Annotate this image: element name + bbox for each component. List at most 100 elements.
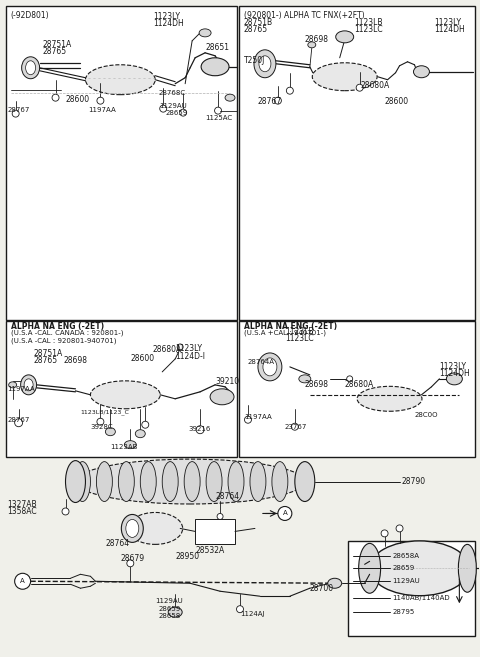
Ellipse shape — [201, 58, 229, 76]
Bar — [6, 6, 237, 320]
Circle shape — [177, 344, 183, 350]
Ellipse shape — [90, 381, 160, 409]
Text: 1129AU: 1129AU — [159, 102, 187, 108]
Ellipse shape — [328, 578, 342, 588]
Text: 28600: 28600 — [384, 97, 408, 106]
Text: 28764A: 28764A — [248, 359, 275, 365]
Circle shape — [287, 87, 293, 94]
Ellipse shape — [74, 462, 90, 501]
Ellipse shape — [357, 386, 422, 411]
Text: 1129AU: 1129AU — [393, 578, 420, 584]
Ellipse shape — [225, 94, 235, 101]
Ellipse shape — [106, 428, 115, 436]
Text: 1327AB: 1327AB — [8, 500, 37, 509]
Text: 1197AA: 1197AA — [88, 106, 116, 112]
Circle shape — [347, 376, 353, 382]
Text: 39210: 39210 — [215, 377, 239, 386]
Ellipse shape — [359, 543, 381, 593]
Bar — [239, 321, 475, 457]
Text: 28698: 28698 — [63, 356, 87, 365]
Text: 1358AC: 1358AC — [8, 507, 37, 516]
Text: 28764: 28764 — [215, 492, 239, 501]
Ellipse shape — [258, 353, 282, 381]
Circle shape — [12, 110, 19, 117]
Ellipse shape — [263, 358, 277, 376]
Circle shape — [291, 423, 299, 430]
Text: (U.S.A -CAL : 920801-940701): (U.S.A -CAL : 920801-940701) — [11, 338, 116, 344]
Text: 1123LY: 1123LY — [153, 12, 180, 22]
Circle shape — [142, 421, 149, 428]
Text: 23767: 23767 — [285, 424, 307, 430]
Circle shape — [278, 507, 292, 520]
Text: 1124DH: 1124DH — [434, 26, 465, 34]
Text: 28698: 28698 — [305, 380, 329, 390]
Ellipse shape — [336, 31, 354, 43]
Circle shape — [196, 426, 204, 434]
Ellipse shape — [299, 375, 311, 383]
Ellipse shape — [312, 63, 377, 91]
Circle shape — [160, 105, 167, 112]
Circle shape — [396, 525, 403, 532]
Text: 28768C: 28768C — [158, 90, 185, 96]
Circle shape — [356, 84, 363, 91]
Circle shape — [97, 97, 104, 104]
Text: 1125AC: 1125AC — [205, 114, 232, 121]
Text: 28658: 28658 — [158, 613, 180, 619]
Ellipse shape — [272, 462, 288, 501]
Text: T250J: T250J — [244, 57, 265, 65]
Text: 28765: 28765 — [244, 26, 268, 34]
Ellipse shape — [199, 29, 211, 37]
Text: 1123LY: 1123LY — [434, 18, 461, 28]
Text: 28765: 28765 — [34, 356, 58, 365]
Ellipse shape — [228, 462, 244, 501]
Ellipse shape — [25, 61, 36, 75]
Ellipse shape — [250, 462, 266, 501]
Ellipse shape — [210, 389, 234, 405]
Bar — [239, 6, 475, 320]
Ellipse shape — [22, 57, 39, 79]
Text: 28659: 28659 — [393, 565, 415, 572]
Ellipse shape — [168, 607, 182, 617]
Text: 28698: 28698 — [305, 35, 329, 44]
Text: 28767: 28767 — [8, 417, 30, 422]
Text: 3928C: 3928C — [90, 424, 113, 430]
Circle shape — [217, 514, 223, 520]
Text: 28659: 28659 — [165, 110, 188, 116]
Text: ALPHA NA ENG (-2ET): ALPHA NA ENG (-2ET) — [244, 322, 337, 331]
Text: 28600: 28600 — [130, 354, 155, 363]
Text: 1123LY: 1123LY — [175, 344, 202, 353]
Ellipse shape — [119, 462, 134, 501]
Text: 28600: 28600 — [65, 95, 90, 104]
Ellipse shape — [24, 379, 33, 391]
Circle shape — [244, 417, 252, 423]
Ellipse shape — [295, 462, 315, 501]
Text: 28658A: 28658A — [393, 553, 420, 559]
Text: 28C0O: 28C0O — [415, 412, 438, 418]
Ellipse shape — [370, 541, 469, 596]
Bar — [6, 321, 237, 457]
Ellipse shape — [259, 56, 271, 72]
Text: A: A — [20, 578, 25, 584]
Circle shape — [275, 97, 281, 104]
Text: 1197AA: 1197AA — [244, 414, 272, 420]
Circle shape — [52, 94, 59, 101]
Text: 28659: 28659 — [158, 606, 180, 612]
Ellipse shape — [9, 382, 17, 388]
Circle shape — [215, 107, 222, 114]
Text: (-92D801): (-92D801) — [11, 11, 49, 20]
Ellipse shape — [162, 462, 178, 501]
Text: 28795: 28795 — [393, 609, 415, 615]
Text: 28679: 28679 — [120, 554, 144, 563]
Text: (U.S.A -CAL. CANADA : 920801-): (U.S.A -CAL. CANADA : 920801-) — [11, 330, 123, 336]
Circle shape — [62, 508, 69, 515]
Text: 39216: 39216 — [188, 426, 211, 432]
Ellipse shape — [75, 459, 305, 504]
Circle shape — [15, 419, 23, 426]
Text: 28765: 28765 — [43, 47, 67, 57]
Ellipse shape — [128, 512, 183, 545]
Ellipse shape — [135, 430, 145, 438]
Ellipse shape — [254, 50, 276, 78]
Text: 1123LC: 1123LC — [285, 334, 313, 344]
Text: 1123LC: 1123LC — [355, 26, 384, 34]
Circle shape — [15, 574, 31, 589]
